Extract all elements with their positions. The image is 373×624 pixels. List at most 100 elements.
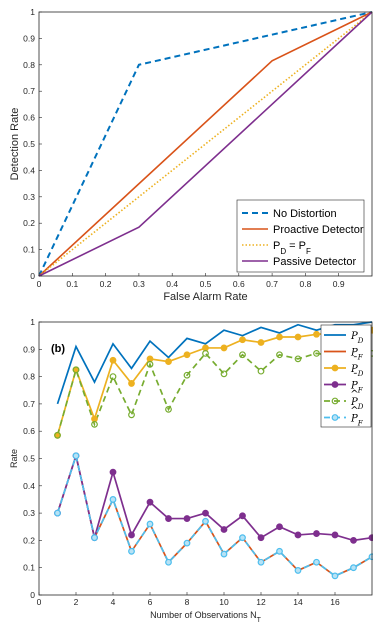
- legend-label-sub: D: [357, 370, 364, 378]
- series-point-3: [313, 530, 320, 537]
- series-point-4: [183, 371, 191, 379]
- y-tick-label: 0.4: [23, 481, 35, 491]
- series-point-5: [146, 520, 154, 528]
- legend-label: PD = PF: [273, 240, 311, 256]
- series-point-4: [165, 405, 172, 413]
- y-tick-label: 0.9: [23, 344, 35, 354]
- y-tick-label: 0.1: [23, 245, 35, 255]
- series-point-2: [128, 380, 135, 387]
- legend-label-sub: F: [357, 387, 364, 395]
- legend-label: PD: [350, 364, 364, 378]
- series-line-3: [56, 452, 373, 542]
- legend-marker: [331, 364, 339, 372]
- series-point-2: [294, 333, 302, 341]
- x-axis-label: False Alarm Rate: [163, 291, 247, 303]
- series-point-5: [276, 547, 283, 555]
- series-point-4: [220, 370, 228, 378]
- y-tick-label: 0.3: [23, 508, 35, 518]
- legend-label-main: P: [350, 331, 358, 342]
- y-tick-label: 0.6: [23, 426, 35, 436]
- series-point-3: [202, 509, 209, 517]
- series-point-2: [165, 358, 172, 365]
- x-tick-label: 0.3: [133, 279, 145, 289]
- series-point-5: [313, 558, 320, 566]
- series-point-4: [128, 411, 135, 419]
- x-tick-label: 16: [330, 597, 340, 607]
- series-point-5: [183, 539, 191, 547]
- legend-label: No Distortion: [273, 208, 337, 220]
- series-point-3: [276, 523, 283, 531]
- series-point-3: [165, 515, 172, 522]
- x-tick-label: 0.8: [299, 279, 311, 289]
- series-point-3: [183, 515, 191, 522]
- y-tick-label: 0.2: [23, 218, 35, 228]
- series-line-0: [38, 11, 373, 277]
- series-point-4: [91, 420, 98, 428]
- series-point-3: [239, 512, 246, 520]
- series-point-4: [202, 349, 209, 357]
- series-point-2: [257, 339, 265, 346]
- legend-label-main: P: [350, 348, 358, 359]
- legend-marker: [331, 414, 339, 421]
- legend-marker: [331, 397, 339, 405]
- x-tick-label: 0: [37, 597, 42, 607]
- x-tick-label: 0.9: [333, 279, 345, 289]
- x-tick-label: 4: [111, 597, 116, 607]
- legend-label: Proactive Detector: [273, 224, 364, 236]
- series-point-3: [331, 531, 339, 539]
- legend: No Distortion Proactive Detector PD = PFPa…: [236, 199, 365, 273]
- y-tick-label: 0.5: [23, 454, 35, 464]
- series-point-5: [368, 553, 373, 561]
- series-point-4: [276, 351, 283, 359]
- y-tick-label: 0.8: [23, 60, 35, 70]
- legend-label-part: P: [273, 240, 280, 252]
- series-point-5: [350, 564, 357, 572]
- legend-label-sub: D: [357, 337, 364, 345]
- x-tick-label: 0.5: [200, 279, 212, 289]
- legend-label-accent: ¯: [352, 356, 357, 367]
- series-point-2: [183, 351, 191, 359]
- legend-label-main: P: [350, 381, 358, 392]
- series-point-5: [294, 567, 302, 574]
- x-axis-label-text: Number of Observations N: [150, 610, 257, 620]
- y-tick-label: 1: [30, 317, 35, 327]
- legend-label: Passive Detector: [273, 256, 356, 268]
- chart-b: 0 2 4 6 8 10 12 14 16 0 0.1 0.2 0.3 0.4 0.5 0.6 0.7 0.8 0.…: [9, 317, 373, 624]
- x-tick-label: 0: [37, 279, 42, 289]
- legend-label-main: P: [350, 414, 358, 425]
- series-point-2: [109, 356, 117, 364]
- x-tick-label: 2: [74, 597, 79, 607]
- y-tick-label: 0.7: [23, 86, 35, 96]
- series-point-3: [220, 526, 228, 533]
- y-tick-label: 0.4: [23, 165, 35, 175]
- legend-label-main: P: [350, 397, 358, 408]
- series-point-4: [313, 349, 320, 357]
- y-tick-label: 0.5: [23, 139, 35, 149]
- series-point-4: [109, 373, 117, 381]
- series-point-5: [202, 517, 209, 525]
- series-point-5: [239, 534, 246, 542]
- series-point-2: [313, 330, 320, 338]
- legend-label-accent: ^: [350, 406, 358, 417]
- x-tick-label: 0.7: [266, 279, 278, 289]
- plot-frame: [38, 11, 373, 277]
- series-point-4: [257, 367, 265, 375]
- legend-marker: [331, 381, 339, 388]
- x-tick-label: 8: [185, 597, 190, 607]
- series-line-0: [56, 321, 373, 405]
- x-tick-label: 10: [219, 597, 229, 607]
- y-axis-label: Rate: [9, 449, 19, 468]
- series-point-5: [72, 452, 80, 460]
- legend-label: PF: [350, 414, 364, 428]
- legend-label-main: P: [350, 364, 358, 375]
- y-tick-label: 0.7: [23, 399, 35, 409]
- series-point-5: [91, 534, 98, 542]
- legend-label-sub: D: [280, 247, 286, 256]
- series-point-3: [257, 534, 265, 542]
- series-line-5: [56, 452, 373, 577]
- series-point-2: [276, 333, 283, 341]
- y-tick-label: 0.3: [23, 192, 35, 202]
- y-tick-label: 0.6: [23, 113, 35, 123]
- series-point-3: [294, 531, 302, 539]
